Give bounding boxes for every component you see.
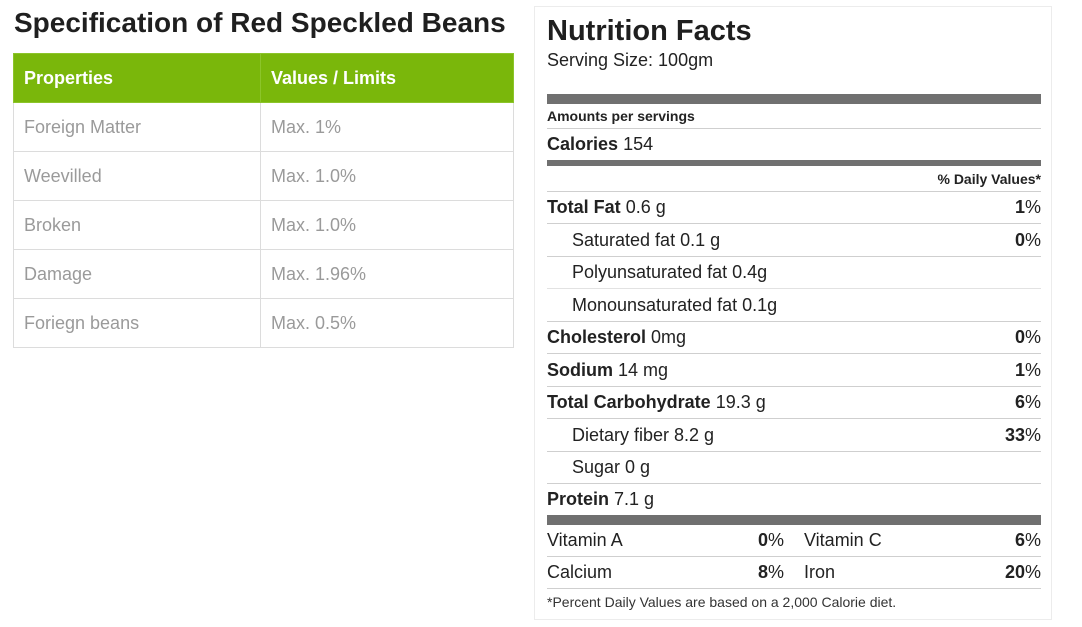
total-fat-pct: 1 <box>1014 197 1025 217</box>
spec-property: Foriegn beans <box>13 298 261 348</box>
polyunsaturated-fat-label: Polyunsaturated fat 0.4g <box>572 262 768 282</box>
total-fat-amount: 0.6 g <box>625 197 666 217</box>
cholesterol-pct: 0 <box>1014 327 1025 347</box>
vitamin-a-pct: 0 <box>757 530 768 550</box>
pct-sign: % <box>1024 229 1041 250</box>
nutrient-row-cholesterol: Cholesterol 0mg 0% <box>547 322 1041 354</box>
protein-amount: 7.1 g <box>614 489 655 509</box>
saturated-fat-label: Saturated fat 0.1 g <box>572 229 721 250</box>
total-carbohydrate-label: Total Carbohydrate <box>547 392 711 412</box>
dietary-fiber-pct: 33 <box>1004 424 1025 445</box>
spec-value: Max. 1.96% <box>260 249 514 299</box>
calcium: Calcium 8% <box>547 562 784 583</box>
total-fat-label: Total Fat <box>547 197 621 217</box>
iron-label: Iron <box>804 562 836 582</box>
nutrient-row-saturated-fat: Saturated fat 0.1 g 0% <box>547 224 1041 257</box>
footnote: *Percent Daily Values are based on a 2,0… <box>547 594 897 610</box>
spec-property: Foreign Matter <box>13 102 261 152</box>
pct-sign: % <box>767 562 784 582</box>
spec-table: Properties Values / Limits Foreign Matte… <box>13 53 514 348</box>
pct-sign: % <box>1024 327 1041 347</box>
vitamin-row: Vitamin A 0% Vitamin C 6% <box>547 525 1041 557</box>
calcium-pct: 8 <box>757 562 768 582</box>
pct-sign: % <box>767 530 784 550</box>
spec-property: Weevilled <box>13 151 261 201</box>
divider-thick <box>547 515 1041 525</box>
serving-size: Serving Size: 100gm <box>547 50 714 70</box>
calcium-label: Calcium <box>547 562 613 582</box>
spec-value: Max. 1.0% <box>260 151 514 201</box>
spec-header-properties: Properties <box>13 53 261 103</box>
pct-sign: % <box>1024 530 1041 550</box>
spec-title: Specification of Red Speckled Beans <box>14 7 506 38</box>
divider-thick <box>547 94 1041 104</box>
total-carbohydrate-pct: 6 <box>1014 392 1025 412</box>
cholesterol-label: Cholesterol <box>547 327 647 347</box>
table-row: Foreign Matter Max. 1% <box>13 102 514 152</box>
pct-sign: % <box>1024 562 1041 582</box>
vitamin-a-label: Vitamin A <box>547 530 623 550</box>
nutrition-facts-panel: Nutrition Facts Serving Size: 100gm Amou… <box>534 6 1052 620</box>
nutrition-title: Nutrition Facts <box>547 15 752 47</box>
vitamin-a: Vitamin A 0% <box>547 530 784 551</box>
divider-mid <box>547 160 1041 166</box>
nutrient-row-dietary-fiber: Dietary fiber 8.2 g 33% <box>547 419 1041 452</box>
vitamin-c: Vitamin C 6% <box>804 530 1041 551</box>
spec-value: Max. 0.5% <box>260 298 514 348</box>
iron-pct: 20 <box>1004 562 1025 582</box>
nutrient-row-polyunsaturated-fat: Polyunsaturated fat 0.4g <box>547 257 1041 289</box>
calories-value: 154 <box>623 134 654 154</box>
nutrient-row-sodium: Sodium 14 mg 1% <box>547 354 1041 387</box>
spec-header-values: Values / Limits <box>260 53 514 103</box>
calories-label: Calories <box>547 134 619 154</box>
calories-row: Calories 154 <box>547 129 1041 160</box>
spec-value: Max. 1.0% <box>260 200 514 250</box>
nutrient-row-total-fat: Total Fat 0.6 g 1% <box>547 192 1041 224</box>
table-row: Foriegn beans Max. 0.5% <box>13 298 514 348</box>
nutrient-row-protein: Protein 7.1 g <box>547 484 1041 515</box>
sugar-label: Sugar 0 g <box>572 457 651 477</box>
protein-label: Protein <box>547 489 610 509</box>
iron: Iron 20% <box>804 562 1041 583</box>
sodium-label: Sodium <box>547 359 613 380</box>
nutrient-row-total-carbohydrate: Total Carbohydrate 19.3 g 6% <box>547 387 1041 419</box>
table-row: Broken Max. 1.0% <box>13 200 514 250</box>
pct-sign: % <box>1024 197 1041 217</box>
sodium-pct: 1 <box>1014 359 1025 380</box>
nutrient-row-monounsaturated-fat: Monounsaturated fat 0.1g <box>547 289 1041 322</box>
vitamin-c-label: Vitamin C <box>804 530 882 550</box>
table-row: Weevilled Max. 1.0% <box>13 151 514 201</box>
spec-header-row: Properties Values / Limits <box>13 53 514 103</box>
daily-values-header: % Daily Values* <box>547 166 1041 192</box>
monounsaturated-fat-label: Monounsaturated fat 0.1g <box>572 294 778 315</box>
cholesterol-amount: 0mg <box>651 327 687 347</box>
amounts-per-serving: Amounts per servings <box>547 104 1041 129</box>
pct-sign: % <box>1024 424 1041 445</box>
pct-sign: % <box>1024 359 1041 380</box>
spec-property: Damage <box>13 249 261 299</box>
dietary-fiber-label: Dietary fiber 8.2 g <box>572 424 715 445</box>
total-carbohydrate-amount: 19.3 g <box>715 392 766 412</box>
table-row: Damage Max. 1.96% <box>13 249 514 299</box>
saturated-fat-pct: 0 <box>1014 229 1025 250</box>
spec-property: Broken <box>13 200 261 250</box>
vitamin-c-pct: 6 <box>1014 530 1025 550</box>
nutrient-row-sugar: Sugar 0 g <box>547 452 1041 484</box>
specification-section: Specification of Red Speckled Beans Prop… <box>13 4 514 348</box>
mineral-row: Calcium 8% Iron 20% <box>547 557 1041 589</box>
spec-value: Max. 1% <box>260 102 514 152</box>
amounts-label: Amounts per servings <box>547 108 695 124</box>
sodium-amount: 14 mg <box>618 359 669 380</box>
pct-sign: % <box>1024 392 1041 412</box>
daily-values-label: % Daily Values* <box>937 170 1041 187</box>
